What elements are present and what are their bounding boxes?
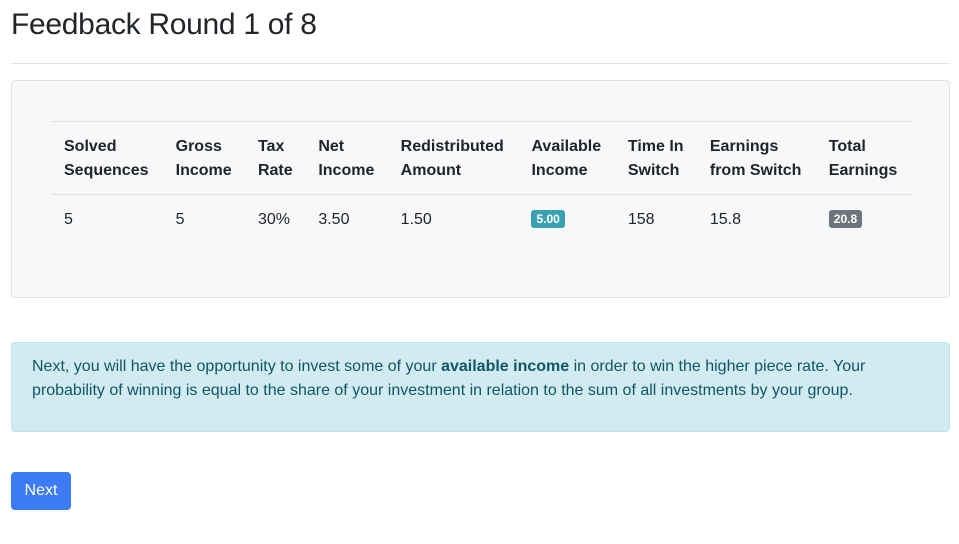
available-income-badge: 5.00	[531, 210, 565, 228]
cell-tax-rate: 30%	[257, 211, 290, 228]
table-header-row: Solved Sequences Gross Income Tax Rate N…	[52, 121, 912, 195]
cell-redistributed-amount: 1.50	[400, 211, 432, 228]
header-time-in-switch: Time In Switch	[627, 138, 684, 179]
cell-earnings-from-switch: 15.8	[709, 211, 742, 228]
alert-text-bold: available income	[441, 358, 570, 375]
alert-text-after: in order to win the higher piece rate. Y…	[32, 358, 866, 399]
cell-gross-income: 5	[175, 211, 185, 228]
results-card: Solved Sequences Gross Income Tax Rate N…	[11, 80, 950, 298]
info-alert: Next, you will have the opportunity to i…	[11, 342, 950, 432]
header-tax-rate: Tax Rate	[257, 138, 293, 179]
header-earnings-from-switch: Earnings from Switch	[709, 138, 802, 179]
header-redistributed-amount: Redistributed Amount	[400, 138, 504, 179]
header-total-earnings: Total Earnings	[828, 138, 898, 179]
header-solved-sequences: Solved Sequences	[64, 138, 149, 179]
header-available-income: Available Income	[531, 138, 602, 179]
next-button[interactable]: Next	[11, 472, 71, 510]
header-net-income: Net Income	[318, 138, 375, 179]
results-table: Solved Sequences Gross Income Tax Rate N…	[52, 121, 912, 244]
cell-time-in-switch: 158	[627, 211, 655, 228]
cell-total-earnings: 20.8	[817, 195, 912, 245]
table-row: 5 5 30% 3.50 1.50 5.00 158 15.8 20.8	[52, 195, 912, 245]
cell-solved-sequences: 5	[64, 211, 73, 228]
page-title: Feedback Round 1 of 8	[11, 8, 317, 41]
cell-available-income: 5.00	[519, 195, 615, 245]
total-earnings-badge: 20.8	[828, 210, 863, 228]
header-gross-income: Gross Income	[175, 138, 232, 179]
cell-net-income: 3.50	[318, 211, 350, 228]
alert-text-before: Next, you will have the opportunity to i…	[32, 358, 442, 375]
title-divider	[11, 63, 950, 64]
